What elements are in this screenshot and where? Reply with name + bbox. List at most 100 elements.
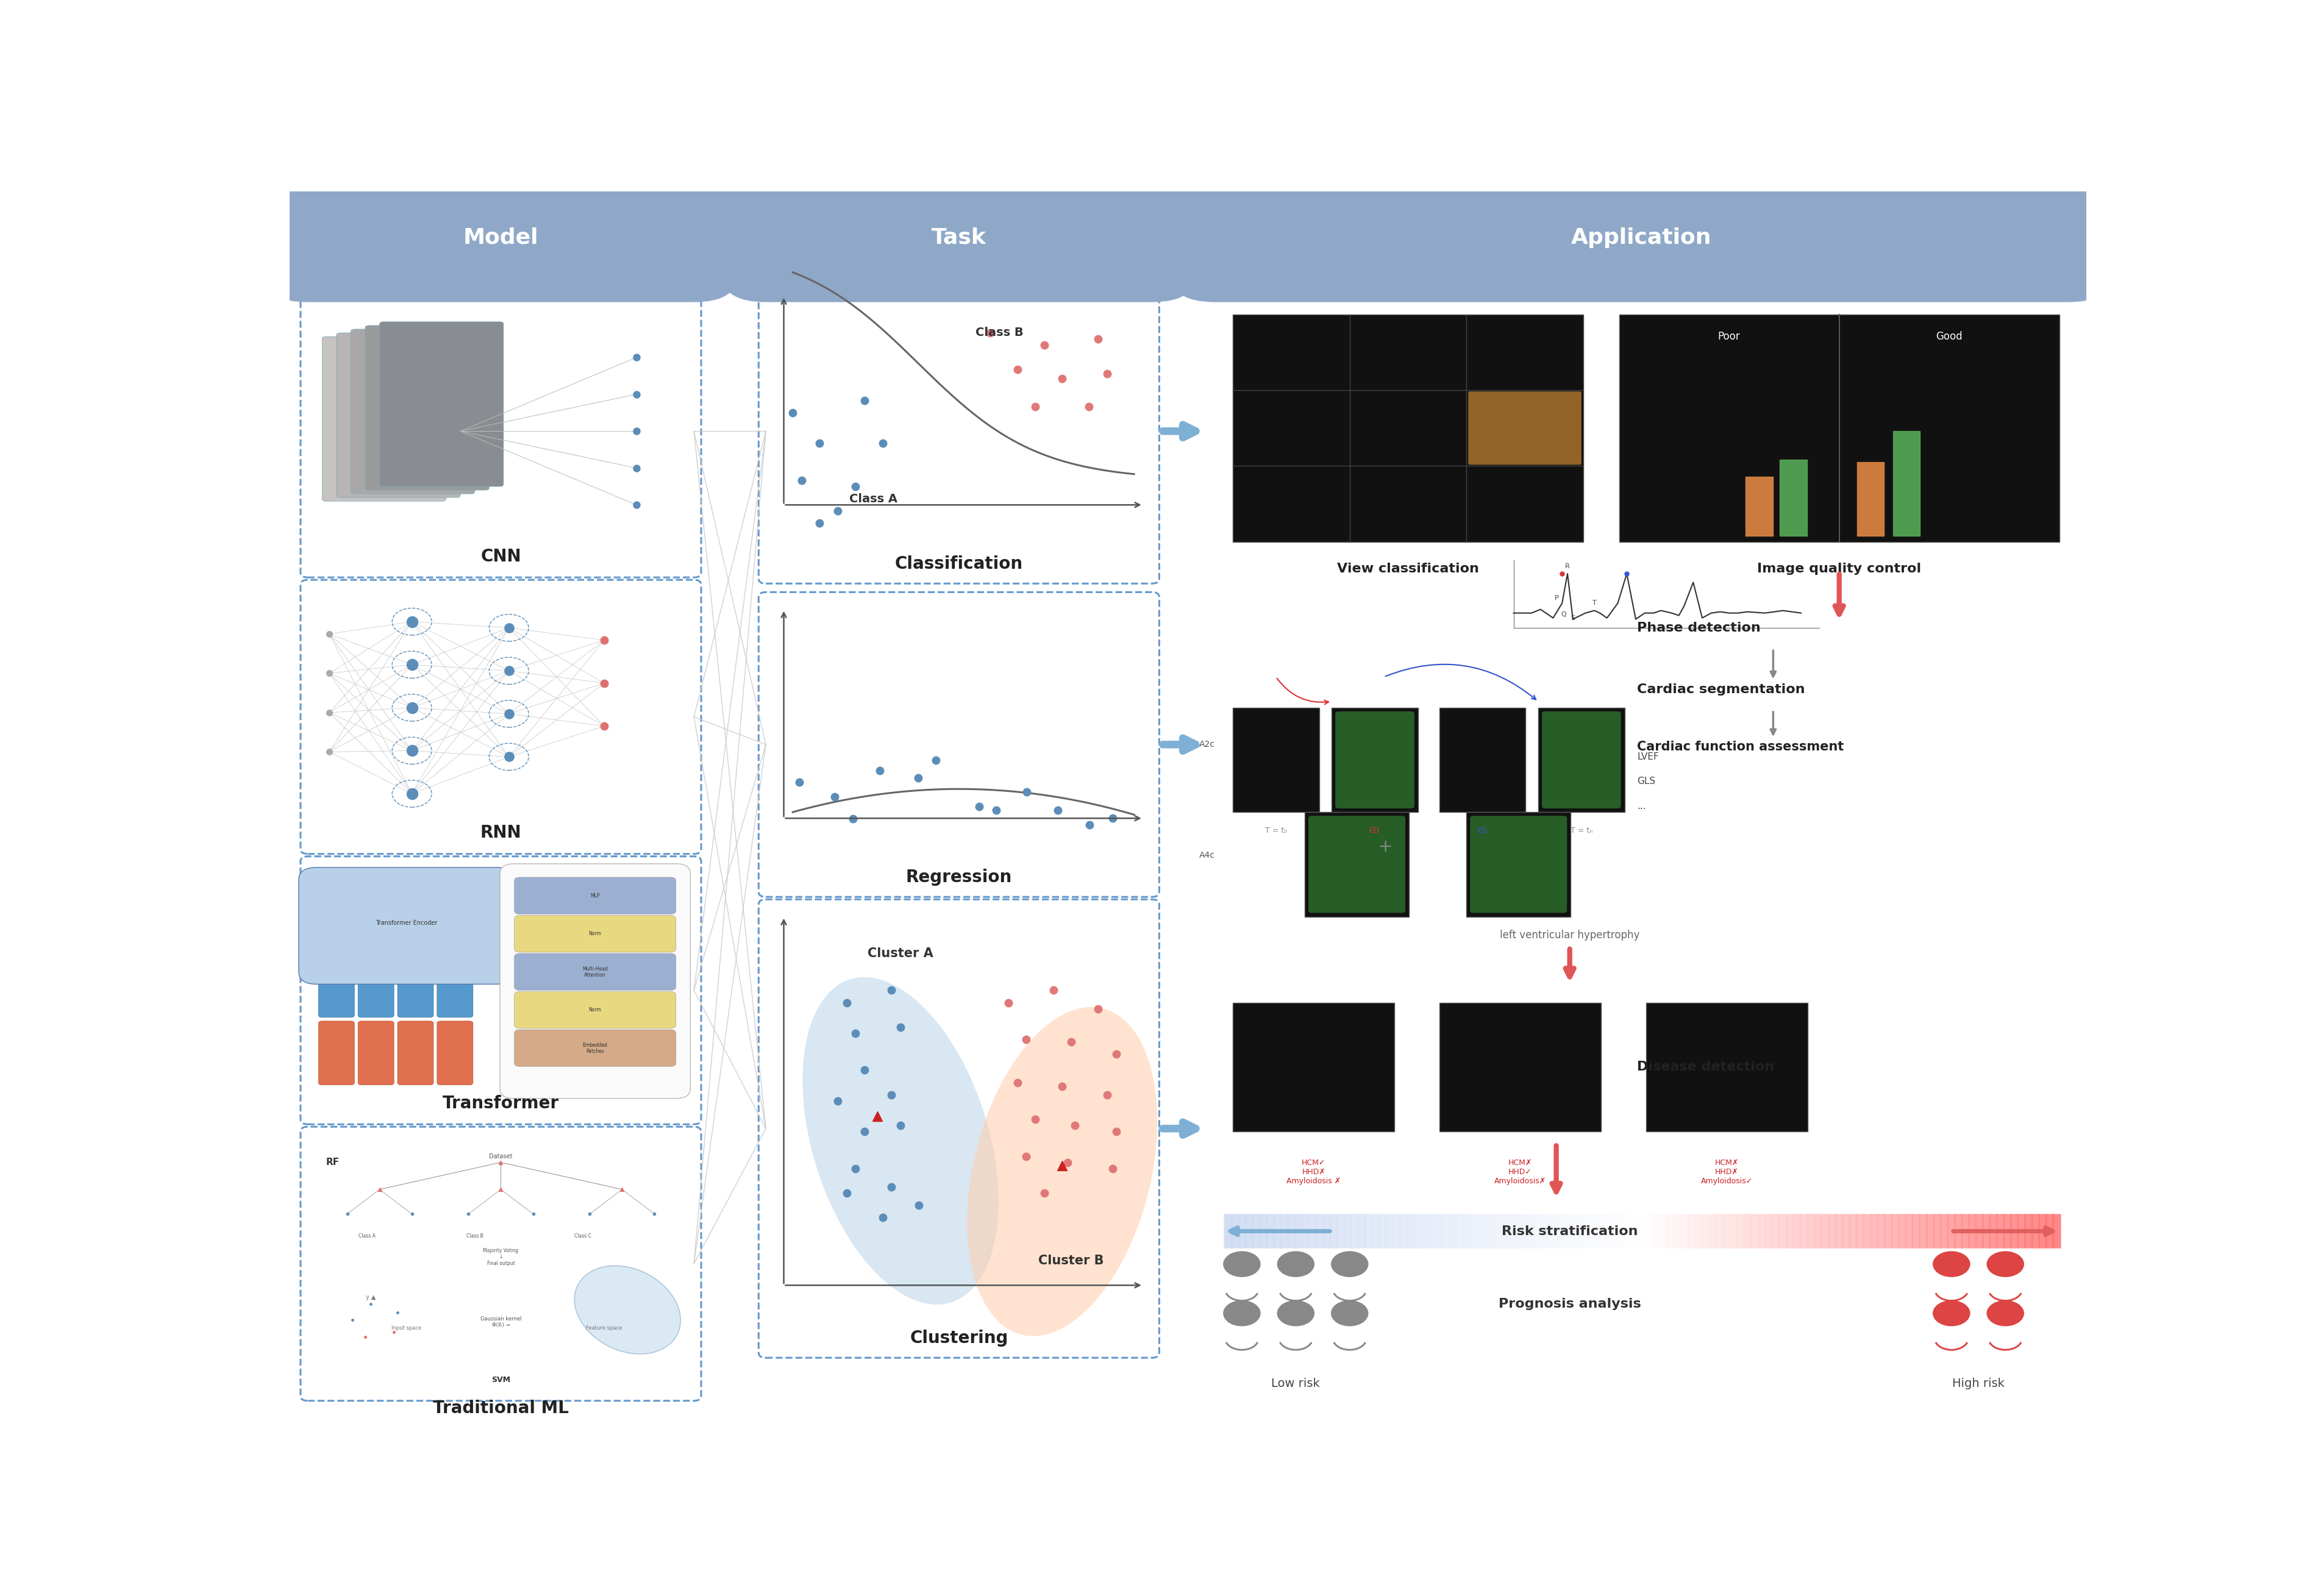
- FancyBboxPatch shape: [1342, 1215, 1351, 1248]
- FancyBboxPatch shape: [1435, 1215, 1444, 1248]
- Bar: [1745, 477, 1773, 536]
- Circle shape: [1331, 1301, 1368, 1326]
- FancyBboxPatch shape: [1414, 1215, 1423, 1248]
- FancyBboxPatch shape: [1850, 1215, 1857, 1248]
- FancyBboxPatch shape: [1497, 1215, 1507, 1248]
- Bar: [1620, 314, 2058, 541]
- FancyBboxPatch shape: [515, 991, 677, 1028]
- FancyBboxPatch shape: [1449, 1215, 1458, 1248]
- FancyBboxPatch shape: [1286, 1215, 1296, 1248]
- Bar: [1333, 707, 1419, 812]
- Text: RF: RF: [325, 1157, 338, 1167]
- Text: R: R: [1565, 563, 1569, 570]
- FancyBboxPatch shape: [1792, 1215, 1801, 1248]
- Bar: [1233, 1002, 1395, 1132]
- FancyBboxPatch shape: [1926, 1215, 1936, 1248]
- FancyBboxPatch shape: [1806, 1215, 1815, 1248]
- FancyBboxPatch shape: [1328, 1215, 1337, 1248]
- Text: +: +: [1379, 838, 1393, 855]
- FancyBboxPatch shape: [299, 868, 515, 985]
- FancyBboxPatch shape: [357, 966, 394, 1017]
- FancyBboxPatch shape: [1722, 1215, 1732, 1248]
- FancyBboxPatch shape: [2003, 1215, 2012, 1248]
- FancyBboxPatch shape: [1885, 1215, 1891, 1248]
- FancyBboxPatch shape: [1688, 1215, 1697, 1248]
- FancyBboxPatch shape: [1597, 1215, 1604, 1248]
- Text: Majority Voting
↓
Final output: Majority Voting ↓ Final output: [482, 1248, 519, 1266]
- Text: Image quality control: Image quality control: [1757, 563, 1922, 575]
- Text: Embedded
Patches: Embedded Patches: [582, 1042, 607, 1053]
- FancyBboxPatch shape: [350, 329, 475, 493]
- FancyBboxPatch shape: [1799, 1215, 1808, 1248]
- FancyBboxPatch shape: [1477, 1215, 1486, 1248]
- FancyBboxPatch shape: [1891, 1215, 1898, 1248]
- Bar: [1780, 460, 1806, 536]
- Text: Class B: Class B: [976, 327, 1022, 338]
- FancyBboxPatch shape: [1358, 1215, 1365, 1248]
- FancyBboxPatch shape: [1667, 1215, 1676, 1248]
- Text: Cardiac segmentation: Cardiac segmentation: [1637, 683, 1806, 696]
- FancyBboxPatch shape: [1314, 1215, 1324, 1248]
- Text: Dataset: Dataset: [489, 1154, 512, 1159]
- FancyBboxPatch shape: [1834, 1215, 1843, 1248]
- Text: Phase detection: Phase detection: [1637, 622, 1762, 634]
- FancyBboxPatch shape: [1757, 1215, 1766, 1248]
- FancyBboxPatch shape: [1750, 1215, 1759, 1248]
- FancyBboxPatch shape: [1386, 1215, 1393, 1248]
- Text: Model: Model: [464, 227, 538, 247]
- FancyBboxPatch shape: [1484, 1215, 1493, 1248]
- Bar: [1539, 707, 1625, 812]
- Bar: [1467, 812, 1572, 916]
- FancyBboxPatch shape: [1778, 1215, 1787, 1248]
- FancyBboxPatch shape: [1567, 1215, 1576, 1248]
- FancyBboxPatch shape: [1456, 1215, 1465, 1248]
- FancyBboxPatch shape: [1372, 1215, 1379, 1248]
- Text: LVEF: LVEF: [1637, 752, 1660, 761]
- FancyBboxPatch shape: [301, 286, 700, 578]
- Circle shape: [1987, 1251, 2024, 1277]
- FancyBboxPatch shape: [1919, 1215, 1929, 1248]
- FancyBboxPatch shape: [515, 1029, 677, 1066]
- Text: Cardiac function assessment: Cardiac function assessment: [1637, 741, 1843, 753]
- Text: Q: Q: [1562, 611, 1567, 618]
- FancyBboxPatch shape: [1660, 1215, 1669, 1248]
- FancyBboxPatch shape: [758, 592, 1159, 897]
- FancyBboxPatch shape: [1989, 1215, 1998, 1248]
- FancyBboxPatch shape: [2051, 1215, 2061, 1248]
- FancyBboxPatch shape: [1871, 1215, 1878, 1248]
- FancyBboxPatch shape: [1604, 1215, 1611, 1248]
- FancyBboxPatch shape: [399, 966, 433, 1017]
- FancyBboxPatch shape: [1553, 1215, 1562, 1248]
- FancyBboxPatch shape: [1171, 172, 2114, 302]
- FancyBboxPatch shape: [1470, 816, 1567, 913]
- Text: y ▲: y ▲: [366, 1294, 376, 1301]
- Text: P: P: [1555, 595, 1558, 602]
- FancyBboxPatch shape: [1820, 1215, 1829, 1248]
- FancyBboxPatch shape: [1365, 1215, 1372, 1248]
- FancyBboxPatch shape: [357, 1021, 394, 1085]
- FancyBboxPatch shape: [1813, 1215, 1822, 1248]
- FancyBboxPatch shape: [1639, 1215, 1646, 1248]
- FancyBboxPatch shape: [1653, 1215, 1662, 1248]
- FancyBboxPatch shape: [1708, 1215, 1718, 1248]
- FancyBboxPatch shape: [1878, 1215, 1885, 1248]
- FancyBboxPatch shape: [1864, 1215, 1871, 1248]
- Text: Norm: Norm: [589, 930, 600, 937]
- Text: Clustering: Clustering: [909, 1329, 1008, 1347]
- Text: Application: Application: [1572, 227, 1713, 247]
- Ellipse shape: [967, 1007, 1157, 1336]
- FancyBboxPatch shape: [1273, 1215, 1282, 1248]
- Text: Classification: Classification: [895, 555, 1022, 573]
- FancyBboxPatch shape: [2031, 1215, 2040, 1248]
- FancyBboxPatch shape: [366, 326, 489, 490]
- FancyBboxPatch shape: [1743, 1215, 1752, 1248]
- Bar: [1233, 707, 1319, 812]
- FancyBboxPatch shape: [1293, 1215, 1303, 1248]
- FancyBboxPatch shape: [1588, 1215, 1597, 1248]
- FancyBboxPatch shape: [1581, 1215, 1590, 1248]
- FancyBboxPatch shape: [1947, 1215, 1956, 1248]
- FancyBboxPatch shape: [1546, 1215, 1555, 1248]
- Text: Risk stratification: Risk stratification: [1502, 1226, 1639, 1237]
- FancyBboxPatch shape: [1266, 1215, 1275, 1248]
- Text: Traditional ML: Traditional ML: [433, 1400, 568, 1417]
